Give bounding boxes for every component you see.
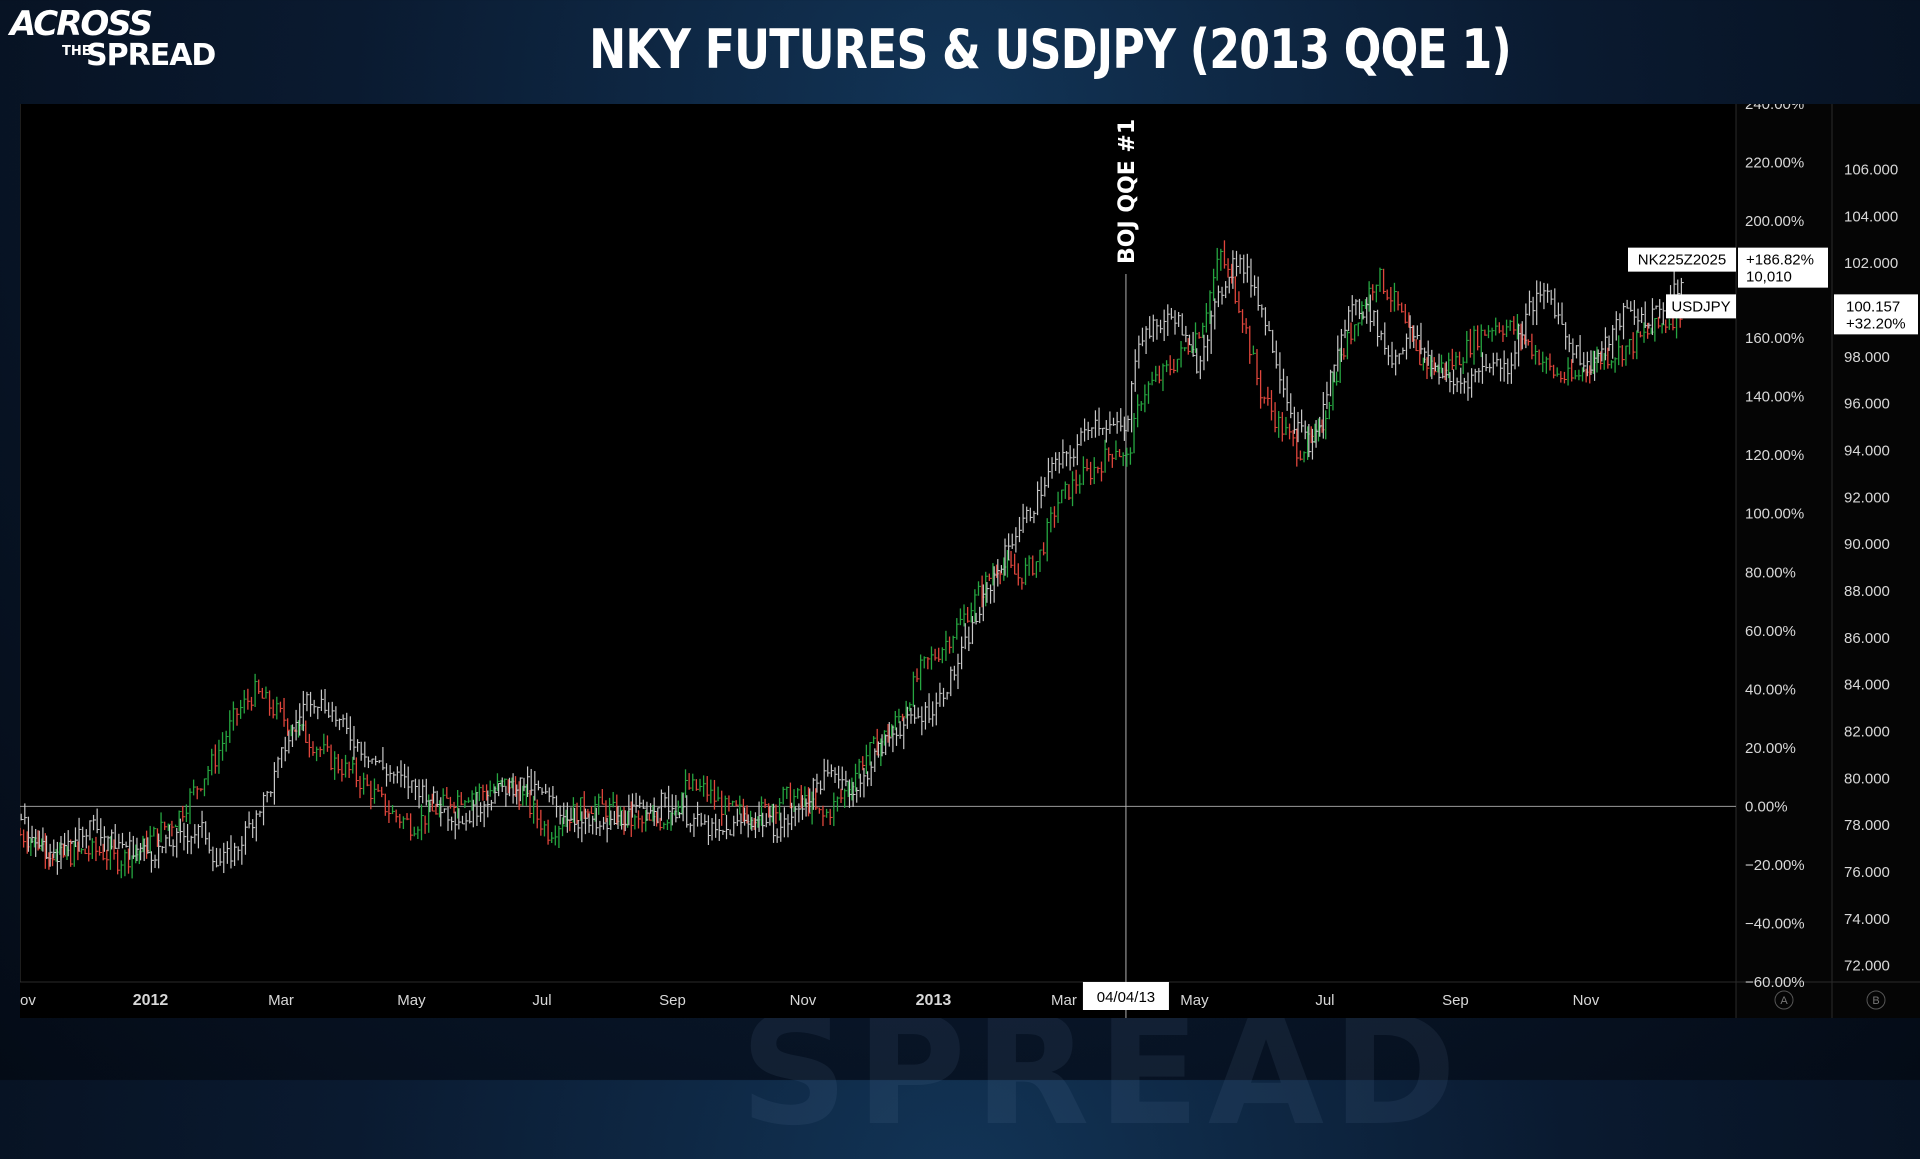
left-axis-tick-label: −60.00% bbox=[1745, 974, 1805, 991]
crosshair-date-box bbox=[1082, 982, 1169, 1010]
right-axis-tick-label: 76.000 bbox=[1844, 864, 1890, 881]
left-axis-tick-label: 80.00% bbox=[1745, 564, 1796, 581]
right-axis-tick-label: 74.000 bbox=[1844, 911, 1890, 928]
left-axis-tick-label: 60.00% bbox=[1745, 623, 1796, 640]
page-title: NKY FUTURES & USDJPY (2013 QQE 1) bbox=[589, 18, 1512, 81]
right-axis-tick-label: 102.000 bbox=[1844, 255, 1898, 272]
x-axis-tick-label: ov bbox=[20, 992, 36, 1009]
nky-value-label: +186.82% bbox=[1746, 252, 1814, 269]
usdjpy-name-box bbox=[1666, 294, 1736, 319]
left-axis-tick-label: 240.00% bbox=[1745, 104, 1804, 113]
left-axis-tick-label: −40.00% bbox=[1745, 915, 1805, 932]
x-axis-tick-label: May bbox=[1180, 992, 1209, 1009]
scale-b-button-label: B bbox=[1872, 995, 1879, 1007]
nky-value-box bbox=[1738, 247, 1828, 288]
nky-name-box bbox=[1628, 247, 1736, 272]
x-axis-tick-label: Nov bbox=[790, 992, 817, 1009]
right-axis-tick-label: 82.000 bbox=[1844, 723, 1890, 740]
nky-series bbox=[20, 250, 1684, 875]
x-axis-tick-label: Mar bbox=[268, 992, 294, 1009]
right-axis-tick-label: 98.000 bbox=[1844, 349, 1890, 366]
right-axis-tick-label: 104.000 bbox=[1844, 208, 1898, 225]
chart-background bbox=[20, 104, 1920, 1018]
scale-b-button[interactable] bbox=[1866, 990, 1886, 1010]
x-axis-tick-label: Jul bbox=[532, 992, 551, 1009]
x-axis-tick-label: Sep bbox=[659, 992, 686, 1009]
axis-panel bbox=[1736, 104, 1920, 1018]
x-axis-tick-label: Nov bbox=[1573, 992, 1600, 1009]
right-axis-tick-label: 90.000 bbox=[1844, 536, 1890, 553]
x-axis-tick-label: Sep bbox=[1442, 992, 1469, 1009]
qqe-annotation-label: BOJ QQE #1 bbox=[1115, 119, 1140, 264]
left-axis-tick-label: 0.00% bbox=[1745, 798, 1788, 815]
right-axis-tick-label: 92.000 bbox=[1844, 489, 1890, 506]
right-axis-tick-label: 106.000 bbox=[1844, 162, 1898, 179]
left-axis-tick-label: 220.00% bbox=[1745, 155, 1804, 172]
logo-text-spread: SPREAD bbox=[86, 38, 216, 73]
right-axis-tick-label: 94.000 bbox=[1844, 443, 1890, 460]
x-axis-tick-label: Mar bbox=[1051, 992, 1077, 1009]
logo-text-across: ACROSS bbox=[10, 4, 153, 44]
left-axis-tick-label: 140.00% bbox=[1745, 389, 1804, 406]
right-axis-tick-label: 88.000 bbox=[1844, 583, 1890, 600]
nky-name-label: NK225Z2025 bbox=[1638, 252, 1726, 269]
x-axis-tick-label: 2012 bbox=[133, 992, 169, 1009]
left-axis-tick-label: −20.00% bbox=[1745, 857, 1805, 874]
usdjpy-change-label: +32.20% bbox=[1846, 315, 1906, 332]
x-axis-tick-label: Jul bbox=[1315, 992, 1334, 1009]
x-axis-tick-label: 2013 bbox=[916, 992, 952, 1009]
right-axis-tick-label: 72.000 bbox=[1844, 958, 1890, 975]
left-axis-tick-label: 200.00% bbox=[1745, 213, 1804, 230]
nky-price-label: 10,010 bbox=[1746, 269, 1792, 286]
x-axis-tick-label: May bbox=[397, 992, 426, 1009]
left-axis-tick-label: 20.00% bbox=[1745, 740, 1796, 757]
left-axis-tick-label: 100.00% bbox=[1745, 506, 1804, 523]
chart-frame: 240.00%220.00%200.00%180.00%160.00%140.0… bbox=[20, 104, 1920, 1018]
across-the-spread-logo: ACROSS THE SPREAD bbox=[6, 2, 216, 82]
scale-a-button[interactable] bbox=[1774, 990, 1794, 1010]
left-axis-tick-label: 40.00% bbox=[1745, 681, 1796, 698]
right-axis-tick-label: 86.000 bbox=[1844, 630, 1890, 647]
right-axis-tick-label: 78.000 bbox=[1844, 817, 1890, 834]
scale-a-button-label: A bbox=[1780, 995, 1788, 1007]
right-axis-tick-label: 80.000 bbox=[1844, 770, 1890, 787]
usdjpy-value-label: 100.157 bbox=[1846, 298, 1900, 315]
right-axis-tick-label: 96.000 bbox=[1844, 396, 1890, 413]
usdjpy-series bbox=[20, 240, 1683, 879]
left-axis-tick-label: 120.00% bbox=[1745, 447, 1804, 464]
left-axis-tick-label: 160.00% bbox=[1745, 330, 1804, 347]
chart-svg[interactable]: 240.00%220.00%200.00%180.00%160.00%140.0… bbox=[20, 104, 1920, 1018]
usdjpy-name-label: USDJPY bbox=[1671, 298, 1730, 315]
logo-text-the: THE bbox=[62, 44, 91, 59]
usdjpy-value-box bbox=[1834, 294, 1918, 335]
right-axis-tick-label: 84.000 bbox=[1844, 677, 1890, 694]
crosshair-date-label: 04/04/13 bbox=[1097, 989, 1155, 1006]
